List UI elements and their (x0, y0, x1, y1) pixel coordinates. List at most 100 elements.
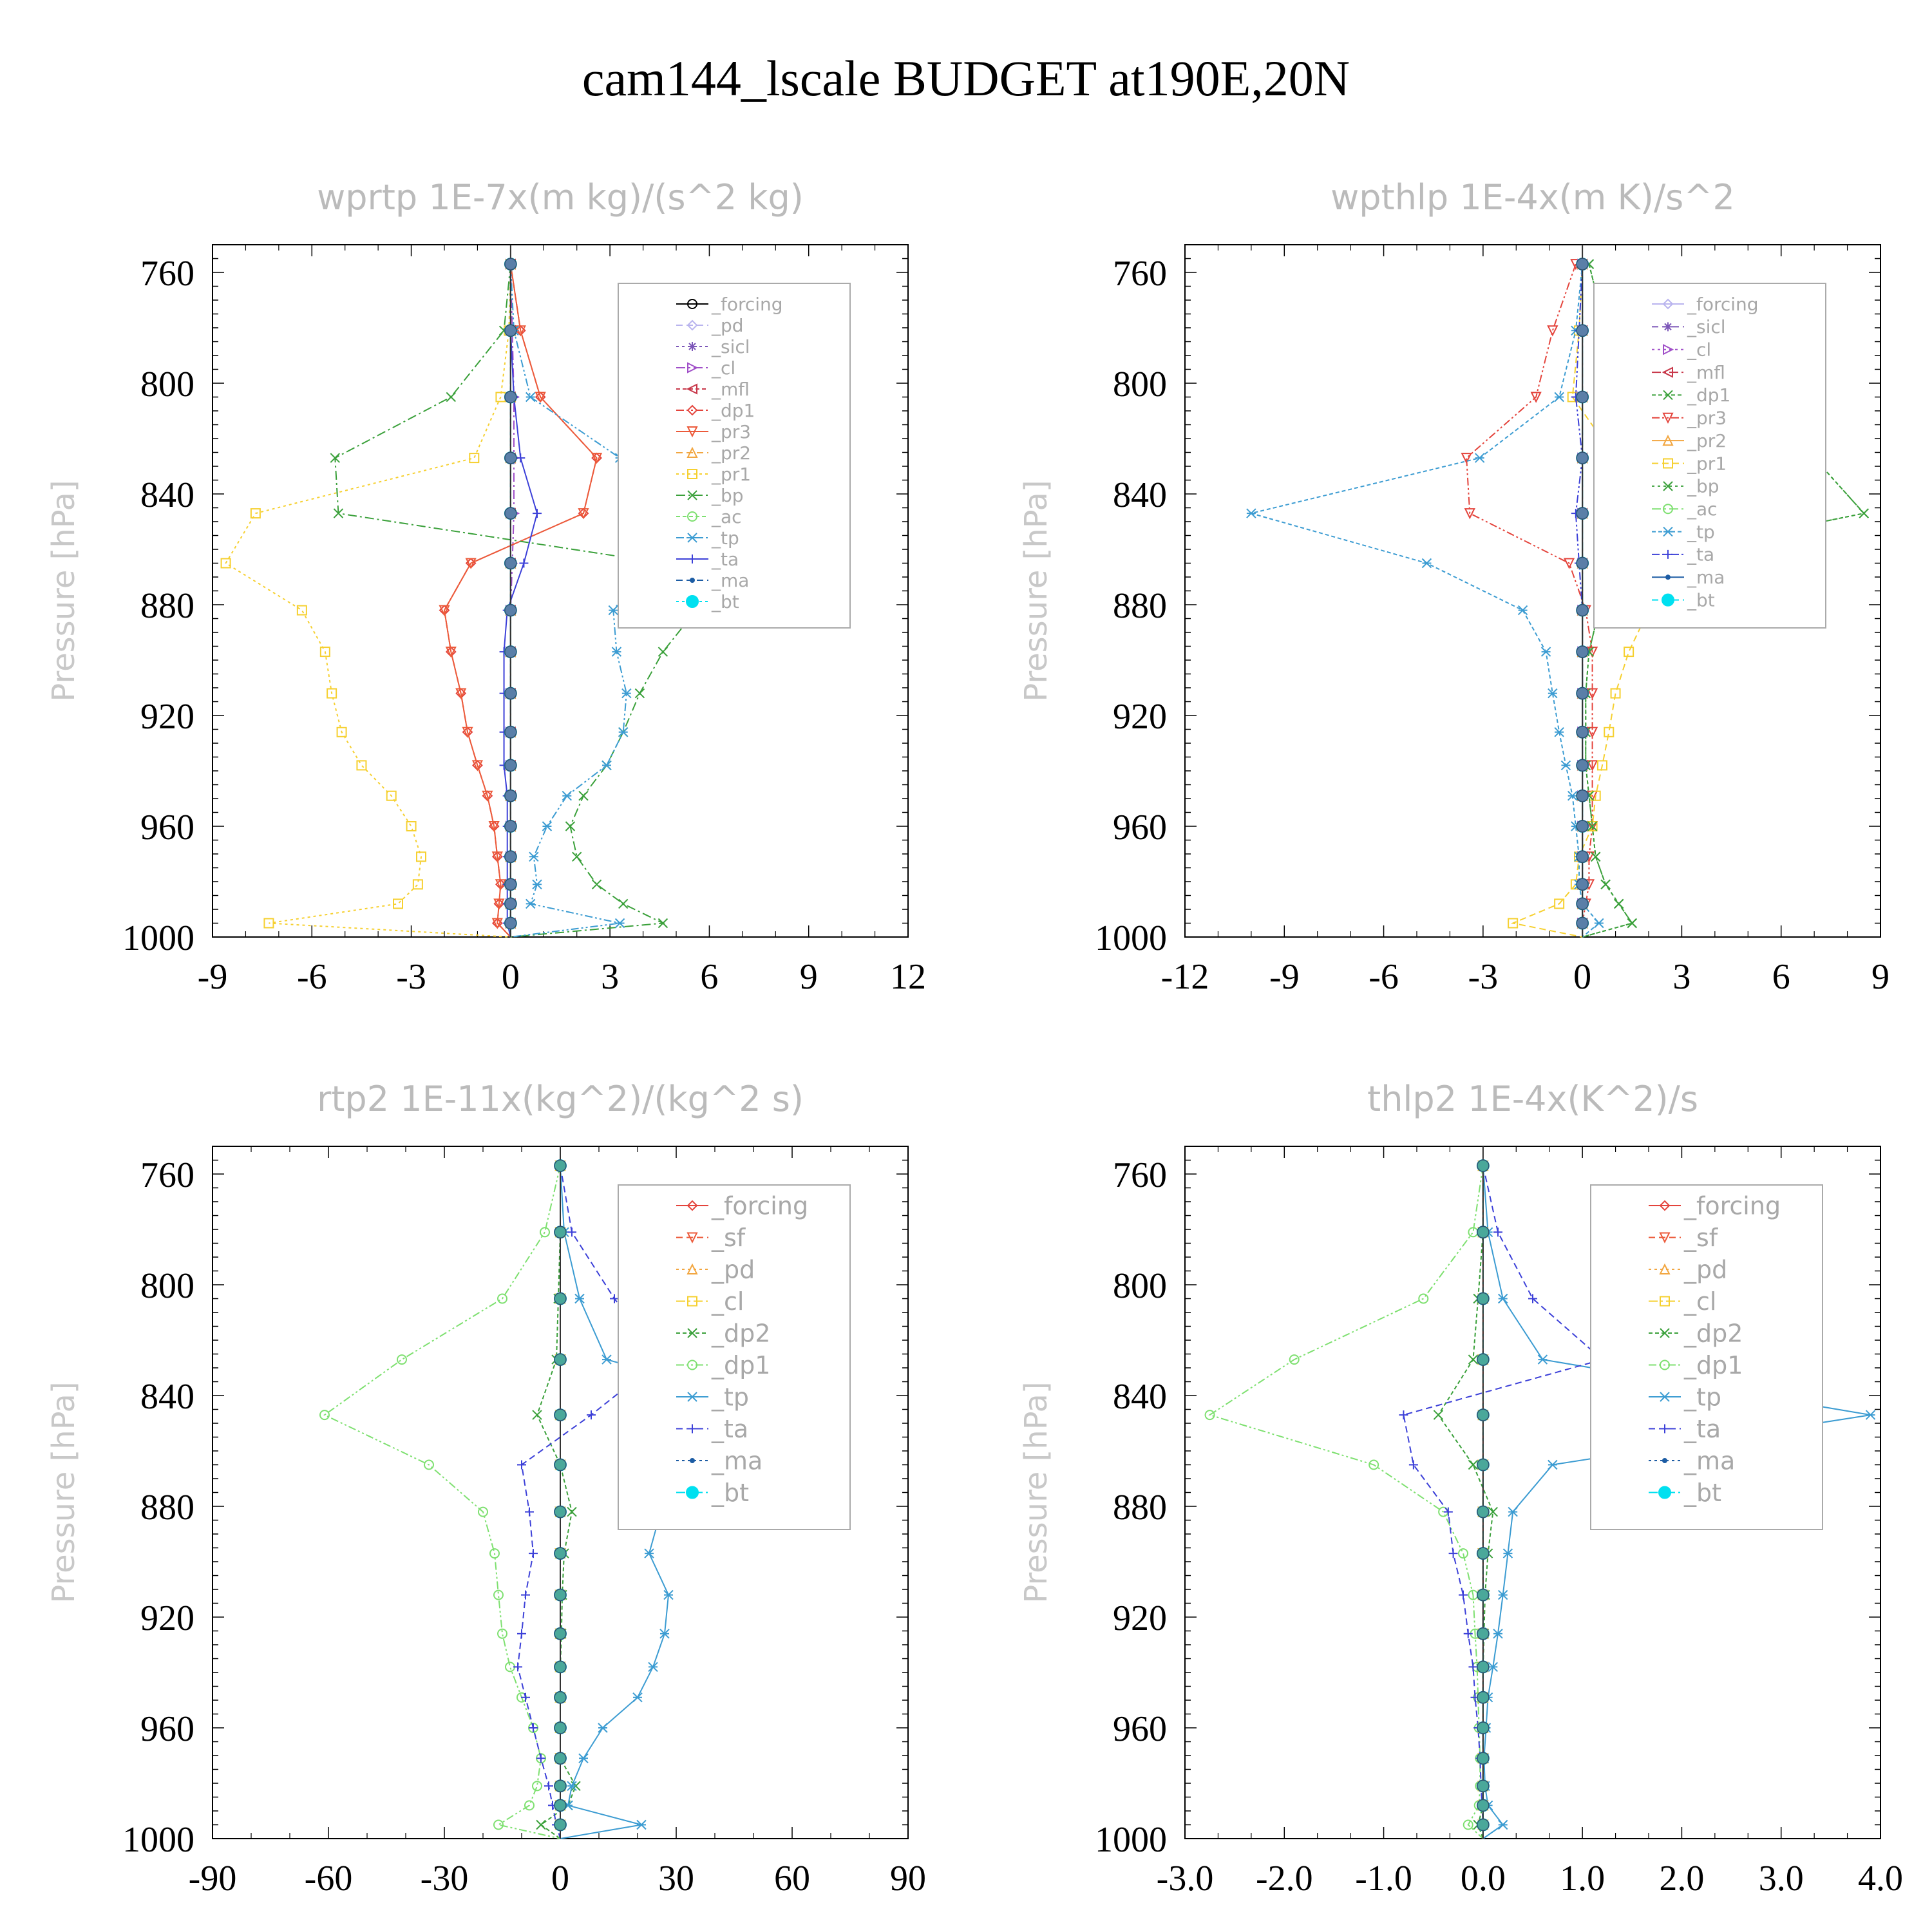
series-line (509, 264, 846, 938)
y-tick-label: 880 (1113, 1488, 1167, 1528)
legend-label: _ma (1687, 567, 1725, 588)
zero-column-point (1576, 603, 1589, 617)
data-point (1547, 325, 1558, 337)
y-tick-label: 960 (1113, 808, 1167, 848)
legend-label: _bt (1683, 1479, 1721, 1507)
zero-column-point (1477, 1159, 1490, 1172)
legend-item: _cl (676, 357, 735, 379)
data-point (1604, 726, 1615, 737)
series-ta (499, 260, 542, 938)
legend-item: _cl (676, 1287, 744, 1316)
legend-marker (1660, 1424, 1669, 1434)
legend-label: _dp2 (1683, 1319, 1743, 1347)
zero-column-point (1576, 556, 1589, 570)
data-point (1443, 1507, 1453, 1517)
legend-item: _ta (1652, 544, 1714, 565)
data-point (263, 918, 274, 929)
legend-label: _ac (1687, 498, 1718, 520)
legend-label: _sicl (711, 336, 750, 357)
legend-marker (1663, 322, 1672, 332)
legend-label: _dp2 (711, 1319, 770, 1347)
legend-label: _bp (1687, 476, 1719, 497)
chart-panel-2: wpthlp 1E-4x(m K)/s^2 Pressure [hPa] 760 80… (1018, 177, 1889, 997)
legend-item: _pr3 (1652, 408, 1727, 429)
zero-column-point (554, 1505, 567, 1519)
data-point (1502, 1548, 1513, 1558)
series-line (536, 1166, 577, 1839)
data-point (416, 851, 426, 862)
legend-item: _tp (676, 527, 739, 549)
data-point (565, 821, 576, 831)
data-point (1508, 918, 1519, 929)
y-tick-label: 880 (140, 1488, 194, 1528)
data-point (578, 508, 589, 520)
y-tick-label: 880 (140, 586, 194, 626)
legend-label: _ma (711, 1446, 762, 1475)
legend-label: _dp1 (711, 400, 755, 421)
legend-marker (688, 554, 697, 564)
legend-item: _dp2 (1649, 1319, 1743, 1347)
legend-marker (687, 299, 697, 309)
data-point (533, 509, 542, 518)
legend-item: _ma (676, 1446, 762, 1475)
zero-column-point (1477, 1505, 1490, 1519)
data-point (1468, 1662, 1478, 1672)
legend-label: _pd (711, 315, 744, 336)
x-tick-label: 1.0 (1560, 1859, 1605, 1899)
y-tick-label: 840 (140, 475, 194, 515)
legend-box (618, 1184, 851, 1530)
data-point (618, 727, 629, 737)
data-point (614, 918, 625, 929)
data-point (1508, 1506, 1518, 1517)
zero-column-point (504, 789, 517, 802)
data-point (587, 1410, 596, 1420)
data-point (1463, 1629, 1473, 1638)
x-tick-label: 0 (1573, 957, 1591, 997)
legend-label: _tp (1683, 1383, 1721, 1411)
data-point (1488, 1506, 1498, 1517)
legend-marker (687, 469, 697, 479)
legend-item: _tp (1652, 521, 1715, 542)
zero-column-point (1477, 1226, 1490, 1239)
legend-item: _forcing (676, 1191, 808, 1220)
data-point (658, 918, 668, 929)
data-point (529, 1723, 538, 1732)
page-title: cam144_lscale BUDGET at190E,20N (582, 50, 1350, 106)
data-point (327, 688, 337, 699)
data-point (618, 898, 629, 909)
legend-label: _forcing (711, 1191, 808, 1220)
legend-item: _ac (676, 506, 742, 527)
data-point (601, 1354, 612, 1365)
legend-marker (686, 383, 697, 395)
data-point (1586, 647, 1598, 658)
data-point (497, 1628, 507, 1639)
legend-label: _tp (711, 527, 739, 549)
zero-column-point (554, 1458, 567, 1472)
zero-column-point (504, 687, 517, 700)
zero-column-point (504, 258, 517, 270)
zero-column-point (554, 1660, 567, 1674)
zero-column-point (1477, 1292, 1490, 1305)
zero-column-point (504, 759, 517, 772)
data-point (1468, 1354, 1479, 1365)
data-point (1597, 760, 1607, 771)
data-point (1433, 1410, 1444, 1420)
legend-marker (687, 490, 697, 500)
legend-label: _cl (711, 357, 735, 379)
zero-column-point (1576, 687, 1589, 700)
x-tick-label: -3 (396, 957, 426, 997)
legend-marker (687, 533, 697, 543)
series-dp1 (439, 258, 602, 938)
legend-label: _cl (1683, 1287, 1716, 1316)
legend-item: _pd (676, 1255, 755, 1283)
legend-item: _bt (676, 591, 739, 612)
data-point (386, 790, 397, 801)
data-point (621, 688, 632, 699)
data-point (493, 898, 505, 910)
zero-column-point (504, 556, 517, 570)
data-point (1859, 508, 1869, 518)
series-pr1 (220, 259, 516, 938)
chart-panel-1: wprtp 1E-7x(m kg)/(s^2 kg) Pressure [hPa]… (46, 177, 926, 997)
data-point (608, 605, 618, 616)
chart-title: rtp2 1E-11x(kg^2)/(kg^2 s) (317, 1079, 804, 1119)
